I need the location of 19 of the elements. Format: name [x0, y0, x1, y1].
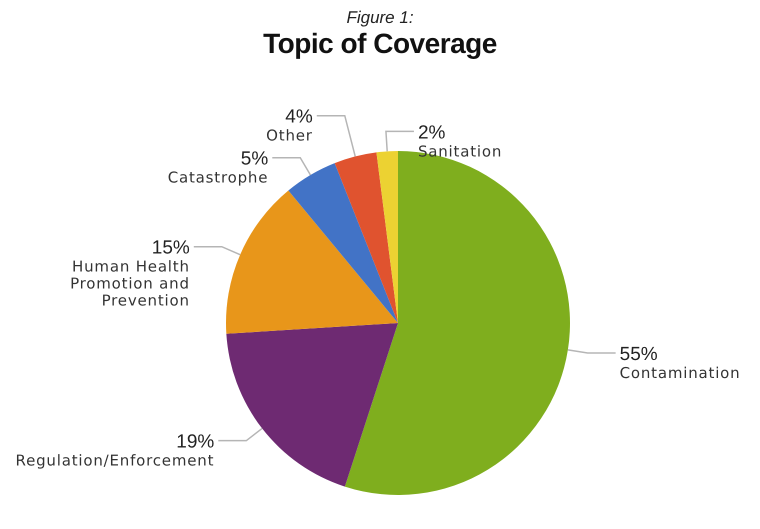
pie-slice: [376, 151, 398, 323]
slice-label: Regulation/Enforcement: [16, 452, 214, 470]
data-label: 55%: [620, 344, 658, 366]
chart-title: Topic of Coverage: [262, 28, 498, 60]
pie-slice: [226, 323, 398, 487]
data-label: 5%: [240, 148, 268, 170]
data-label: 19%: [176, 432, 214, 453]
slice-label: Other: [266, 126, 313, 145]
data-label: 15%: [152, 238, 190, 259]
slice-label: Contamination: [620, 364, 740, 382]
pie-slice: [288, 163, 398, 323]
slice-label: Catastrophe: [168, 168, 268, 187]
chart-subtitle: Figure 1:: [345, 8, 415, 28]
data-label: 2%: [418, 122, 446, 144]
pie-slice: [334, 152, 398, 323]
slice-label: Sanitation: [418, 142, 502, 160]
pie-slice: [226, 190, 398, 334]
slice-label: Human Health Promotion and Prevention: [70, 258, 190, 310]
data-label: 4%: [285, 106, 313, 128]
